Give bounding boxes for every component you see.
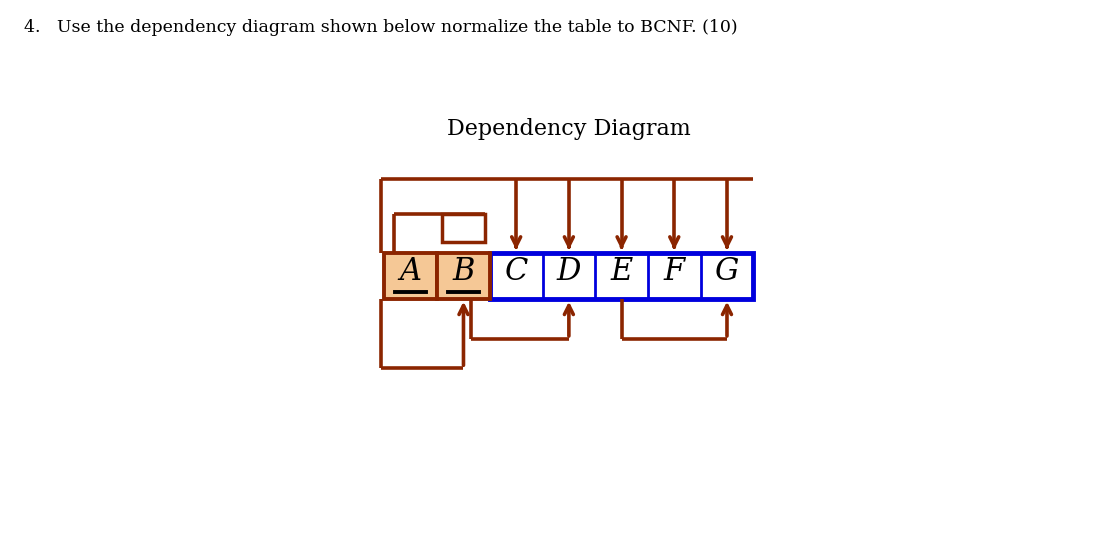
- Bar: [384, 253, 437, 299]
- Text: C: C: [504, 257, 528, 288]
- Text: F: F: [664, 257, 685, 288]
- Text: Dependency Diagram: Dependency Diagram: [447, 118, 690, 140]
- Text: B: B: [452, 257, 475, 288]
- Bar: [490, 253, 754, 299]
- Text: E: E: [610, 257, 633, 288]
- Bar: [437, 253, 490, 299]
- Text: A: A: [400, 257, 422, 288]
- Text: 4.   Use the dependency diagram shown below normalize the table to BCNF. (10): 4. Use the dependency diagram shown belo…: [24, 19, 738, 36]
- Text: D: D: [556, 257, 582, 288]
- Bar: [442, 214, 485, 242]
- Text: G: G: [715, 257, 739, 288]
